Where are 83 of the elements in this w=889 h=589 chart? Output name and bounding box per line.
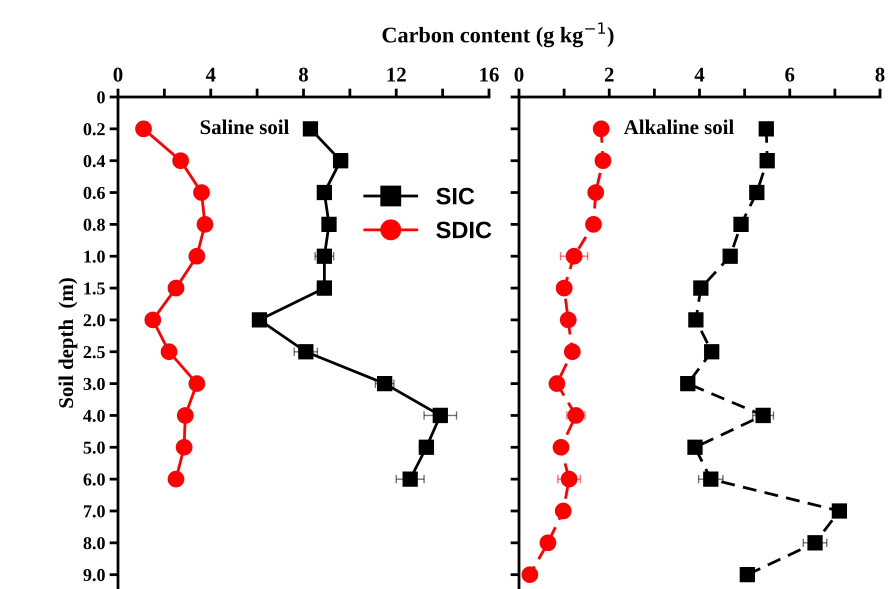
point: [585, 216, 602, 233]
point: [252, 312, 268, 328]
y-tick-label: 0.6: [84, 186, 105, 200]
point: [703, 471, 718, 487]
y-tick-label: 0.4: [84, 154, 106, 168]
point: [564, 343, 581, 360]
y-tick-label: 2.5: [84, 346, 105, 358]
x-tick-label: 16: [480, 68, 499, 82]
y-tick-label: 7.0: [84, 505, 105, 518]
point: [740, 567, 755, 582]
y-tick-label: 3.0: [84, 378, 105, 390]
point: [566, 248, 582, 265]
legend-label: SIC: [436, 188, 474, 205]
point: [377, 376, 392, 392]
x-tick-label: 6: [785, 68, 794, 82]
point: [722, 248, 738, 264]
point: [176, 407, 194, 424]
point: [733, 216, 749, 232]
y-tick-label: 0.2: [84, 123, 105, 136]
x-tick-label: 8: [298, 68, 308, 82]
point: [298, 344, 314, 360]
point: [316, 184, 332, 200]
y-tick-label: 1.5: [84, 282, 105, 295]
point: [316, 280, 332, 296]
y-tick-label: 4.0: [83, 410, 105, 422]
point: [135, 120, 152, 138]
x-tick-label: 0: [114, 68, 122, 82]
point: [687, 440, 703, 455]
point: [188, 375, 206, 392]
point: [302, 121, 318, 136]
point: [758, 121, 774, 136]
point: [568, 407, 584, 424]
point: [832, 503, 848, 519]
x-tick-label: 4: [206, 68, 216, 82]
point: [560, 470, 578, 488]
point: [540, 534, 556, 552]
x-tick-label: 8: [875, 68, 885, 82]
point: [168, 280, 184, 296]
point: [560, 312, 577, 328]
point: [548, 375, 566, 392]
point: [521, 566, 538, 584]
y-tick-label: 9.0: [83, 568, 105, 582]
point: [587, 184, 604, 201]
y-tick-label: 6.0: [84, 473, 105, 486]
y-tick-label: 5.0: [84, 442, 105, 454]
point: [749, 184, 764, 200]
point: [760, 153, 775, 168]
point: [432, 408, 448, 424]
point: [193, 184, 210, 201]
x-tick-label: 0: [514, 68, 524, 82]
y-tick-label: 8.0: [84, 537, 105, 550]
legend-label: SDIC: [436, 222, 492, 238]
point: [552, 438, 570, 456]
point: [592, 120, 610, 138]
y-tick-label: 0.8: [84, 218, 105, 231]
point: [196, 216, 214, 233]
point: [402, 471, 418, 487]
x-tick-label: 2: [604, 68, 614, 82]
x-axis-title: Carbon content (g kg$^{−1}$): [382, 22, 614, 48]
y-tick-label: 0: [97, 91, 105, 104]
point: [176, 438, 192, 456]
point: [168, 470, 184, 488]
y-tick-label: 2.0: [84, 314, 105, 326]
y-tick-label: 1.0: [84, 250, 105, 263]
y-axis-title: Soil depth (m): [58, 278, 78, 408]
point: [693, 280, 708, 296]
point: [680, 376, 696, 392]
point: [554, 502, 572, 520]
point: [594, 152, 612, 170]
point: [172, 152, 189, 170]
point: [556, 280, 572, 296]
x-tick-label: 4: [694, 68, 704, 82]
point: [144, 312, 162, 328]
annotation: Saline soil: [200, 120, 289, 134]
point: [188, 248, 206, 265]
point: [160, 343, 178, 360]
x-tick-label: 12: [388, 68, 406, 82]
point: [807, 535, 823, 550]
point: [321, 216, 337, 232]
annotation: Alkaline soil: [624, 120, 734, 134]
point: [704, 344, 720, 360]
point: [688, 312, 704, 328]
point: [755, 408, 771, 424]
